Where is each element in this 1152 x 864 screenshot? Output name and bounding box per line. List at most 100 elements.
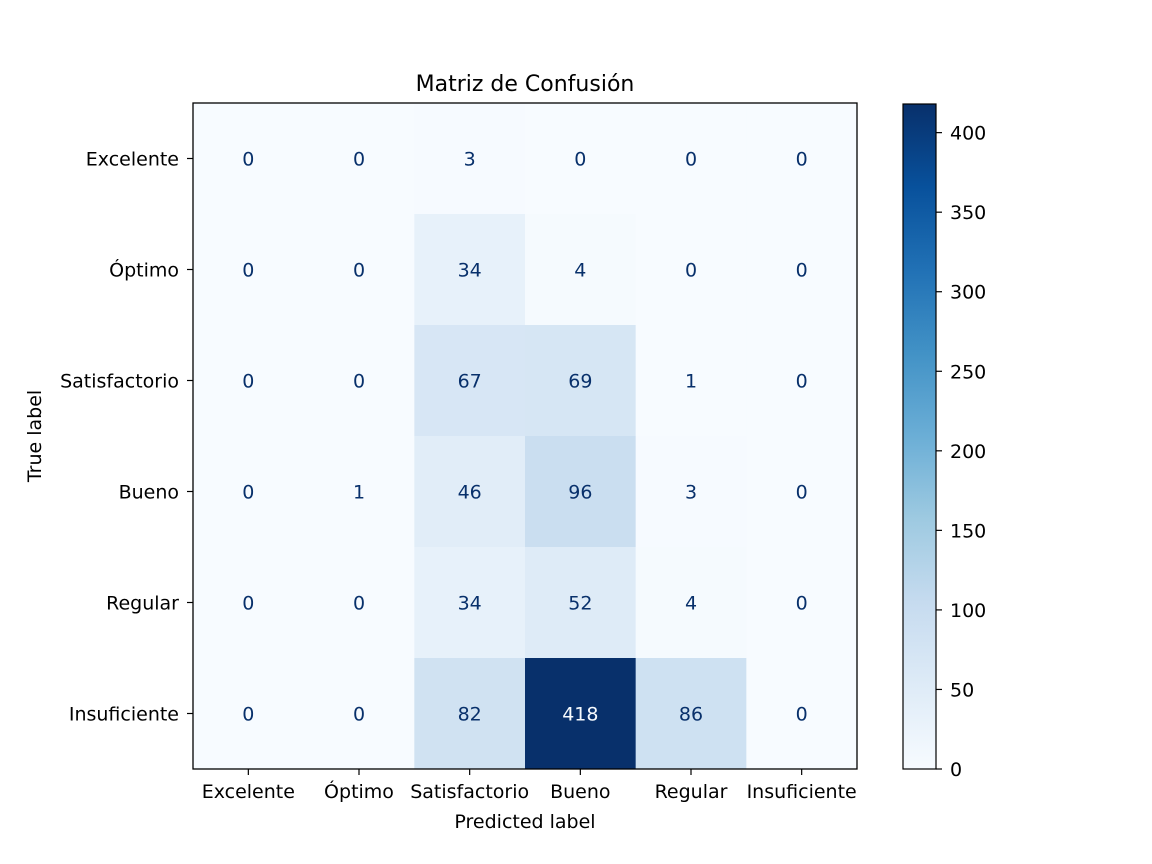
- y-tick-label: Insuficiente: [69, 704, 179, 726]
- cell-value-label: 1: [685, 371, 697, 393]
- y-tick-label: Regular: [106, 593, 179, 615]
- x-axis-ticks: Excelente Óptimo Satisfactorio Bueno Regular…: [202, 769, 857, 803]
- colorbar-ticks: 0 50 100 150 200 250 300 350 400: [936, 123, 986, 781]
- cell-value-label: 52: [568, 593, 592, 615]
- heatmap-cell: [635, 658, 747, 770]
- heatmap-cell: [635, 436, 747, 548]
- heatmap-cell: [193, 436, 305, 548]
- heatmap-cell: [525, 658, 637, 770]
- heatmap-cell: [303, 658, 415, 770]
- cell-value-label: 0: [353, 704, 365, 726]
- heatmap-cell: [193, 547, 305, 659]
- cell-value-label: 0: [796, 593, 808, 615]
- heatmap-cell: [303, 547, 415, 659]
- heatmap-cell: [525, 436, 637, 548]
- heatmap-cell: [303, 436, 415, 548]
- heatmap-cell: [303, 214, 415, 326]
- cell-value-label: 34: [458, 593, 482, 615]
- cell-value-label: 3: [685, 482, 697, 504]
- heatmap-cell: [193, 325, 305, 437]
- colorbar-tick-label: 350: [950, 202, 986, 224]
- heatmap-cell: [635, 103, 747, 215]
- y-tick-label: Excelente: [86, 149, 179, 171]
- heatmap-cell: [746, 436, 858, 548]
- heatmap-cell: [525, 214, 637, 326]
- cell-value-label: 1: [353, 482, 365, 504]
- heatmap-cell: [414, 214, 526, 326]
- colorbar-tick-label: 400: [950, 123, 986, 145]
- cell-value-label: 4: [574, 260, 586, 282]
- heatmap-cell: [525, 325, 637, 437]
- y-axis-label: True label: [24, 390, 46, 483]
- cell-value-label: 0: [242, 260, 254, 282]
- cell-value-label: 4: [685, 593, 697, 615]
- heatmap-cell: [746, 214, 858, 326]
- colorbar-tick-label: 200: [950, 441, 986, 463]
- y-tick-label: Bueno: [119, 482, 179, 504]
- y-axis-ticks: Excelente Óptimo Satisfactorio Bueno Regular…: [60, 149, 193, 726]
- heatmap-cell: [414, 547, 526, 659]
- cell-value-label: 0: [353, 260, 365, 282]
- cell-value-label: 3: [464, 149, 476, 171]
- x-tick-label: Óptimo: [324, 779, 394, 803]
- x-tick-label: Satisfactorio: [410, 781, 529, 803]
- cell-value-label: 0: [242, 704, 254, 726]
- heatmap-cell: [414, 658, 526, 770]
- x-tick-label: Insuficiente: [747, 781, 857, 803]
- cell-value-label: 0: [796, 704, 808, 726]
- heatmap-cell: [746, 547, 858, 659]
- colorbar-tick-label: 300: [950, 282, 986, 304]
- heatmap-cell: [635, 214, 747, 326]
- cell-value-label: 0: [242, 371, 254, 393]
- colorbar-tick-label: 0: [950, 759, 962, 781]
- x-tick-label: Excelente: [202, 781, 295, 803]
- cell-value-label: 82: [458, 704, 482, 726]
- cell-value-label: 86: [679, 704, 703, 726]
- colorbar-tick-label: 100: [950, 600, 986, 622]
- heatmap-cell: [746, 658, 858, 770]
- heatmap-cells: 0 0 3 0 0 0 0 0 34 4 0 0 0 0 67 69 1 0 0 1 46 96 3 0 0 0 34 52 4 0 0 0 8…: [193, 103, 858, 770]
- cell-value-label: 67: [458, 371, 482, 393]
- cell-value-label: 0: [685, 260, 697, 282]
- heatmap-cell: [525, 547, 637, 659]
- heatmap-cell: [303, 103, 415, 215]
- cell-value-label: 0: [242, 149, 254, 171]
- cell-value-label: 0: [242, 482, 254, 504]
- heatmap-cell: [193, 658, 305, 770]
- x-tick-label: Bueno: [550, 781, 610, 803]
- heatmap-cell: [193, 103, 305, 215]
- cell-value-label: 0: [796, 260, 808, 282]
- cell-value-label: 0: [353, 371, 365, 393]
- heatmap-cell: [635, 547, 747, 659]
- colorbar-tick-label: 250: [950, 361, 986, 383]
- x-axis-label: Predicted label: [454, 811, 595, 833]
- cell-value-label: 96: [568, 482, 592, 504]
- heatmap-cell: [746, 103, 858, 215]
- cell-value-label: 0: [796, 482, 808, 504]
- heatmap-cell: [414, 325, 526, 437]
- colorbar-tick-label: 150: [950, 520, 986, 542]
- heatmap-cell: [635, 325, 747, 437]
- cell-value-label: 0: [242, 593, 254, 615]
- heatmap-cell: [414, 103, 526, 215]
- cell-value-label: 69: [568, 371, 592, 393]
- y-tick-label: Satisfactorio: [60, 371, 179, 393]
- chart-title: Matriz de Confusión: [416, 72, 635, 97]
- cell-value-label: 0: [574, 149, 586, 171]
- colorbar-tick-label: 50: [950, 679, 974, 701]
- heatmap-cell: [746, 325, 858, 437]
- cell-value-label: 0: [796, 371, 808, 393]
- plot-frame: [192, 102, 858, 770]
- cell-value-label: 0: [685, 149, 697, 171]
- cell-value-label: 0: [796, 149, 808, 171]
- heatmap-cell: [525, 103, 637, 215]
- cell-value-label: 46: [458, 482, 482, 504]
- y-tick-label: Óptimo: [109, 258, 179, 282]
- heatmap-cell: [414, 436, 526, 548]
- heatmap-cell: [193, 214, 305, 326]
- colorbar: [902, 103, 937, 770]
- cell-value-label: 34: [458, 260, 482, 282]
- cell-value-label: 0: [353, 149, 365, 171]
